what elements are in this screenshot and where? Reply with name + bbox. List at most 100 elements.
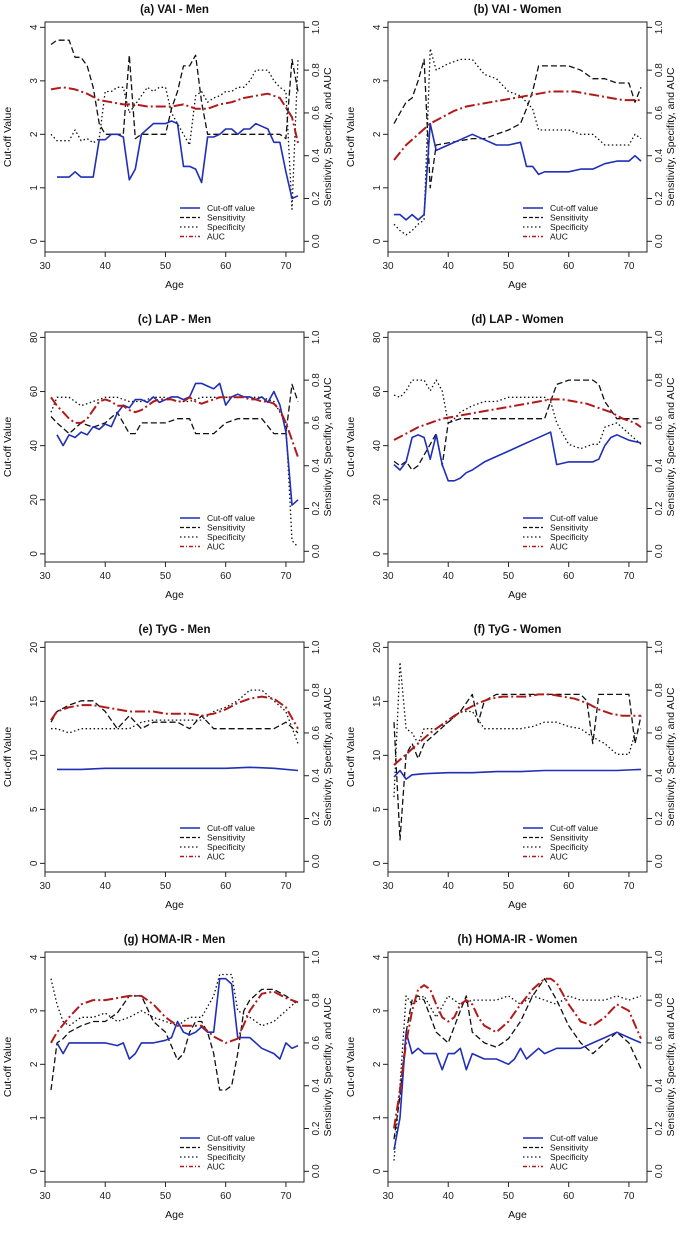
chart-title: (e) TyG - Men — [139, 624, 211, 636]
x-tick-label: 70 — [280, 1191, 292, 1202]
y-tick-label: 1 — [372, 185, 383, 191]
y2-tick-label: 0.6 — [311, 1036, 322, 1050]
chart-title: (d) LAP - Women — [471, 314, 563, 326]
series-line-specificity — [50, 59, 299, 210]
y-tick-label: 0 — [372, 1168, 383, 1174]
series-line-specificity — [50, 396, 299, 548]
y2-tick-label: 0.0 — [654, 854, 665, 868]
x-tick-label: 60 — [220, 261, 232, 272]
y2-tick-label: 0.8 — [311, 683, 322, 697]
x-axis-label: Age — [508, 899, 527, 911]
series-line-specificity — [393, 661, 642, 798]
plot-frame — [387, 331, 648, 563]
y2-tick-label: 0.6 — [654, 1036, 665, 1050]
y2-tick-label: 0.0 — [311, 234, 322, 248]
legend-label: Specificity — [207, 842, 246, 852]
x-tick-label: 60 — [563, 571, 575, 582]
y-axis-label: Cut-off Value — [345, 107, 357, 167]
legend-label: Sensitivity — [550, 213, 589, 223]
legend-label: Specificity — [550, 1152, 589, 1162]
y-tick-label: 0 — [29, 238, 40, 244]
y-tick-label: 20 — [29, 641, 40, 653]
y2-axis-label: Sensitivity, Specifity, and AUC — [665, 687, 677, 827]
y2-axis-label: Sensitivity, Specifity, and AUC — [665, 67, 677, 207]
legend-label: AUC — [550, 542, 568, 552]
series-line-specificity — [393, 379, 642, 450]
x-axis-label: Age — [508, 589, 527, 601]
chart-title: (c) LAP - Men — [138, 314, 211, 326]
series-line-auc — [393, 977, 642, 1129]
series-line-auc — [393, 90, 641, 161]
y-tick-label: 0 — [372, 238, 383, 244]
series-line-sensitivity — [50, 383, 299, 435]
series-line-cut-off-value — [393, 1031, 642, 1151]
plot-frame — [387, 21, 648, 253]
series-line-auc — [50, 990, 299, 1044]
legend-label: Cut-off value — [550, 1133, 598, 1143]
x-tick-label: 70 — [280, 881, 292, 892]
y-tick-label: 3 — [29, 78, 40, 84]
y-tick-label: 10 — [372, 749, 383, 761]
legend-label: Sensitivity — [550, 833, 589, 843]
y-tick-label: 2 — [29, 1061, 40, 1067]
series-line-cut-off-value — [393, 768, 642, 780]
legend-label: Cut-off value — [207, 513, 255, 523]
x-tick-label: 30 — [382, 261, 394, 272]
series-line-sensitivity — [393, 58, 642, 189]
chart-panel-tyg-men: (e) TyG - Men 30 40 50 60 70 Age 0 5 10 15 20 Cut-of… — [0, 620, 342, 930]
y-tick-label: 60 — [372, 386, 383, 398]
chart-panel-tyg-women: (f) TyG - Women 30 40 50 60 70 Age 0 5 10 15 20 Cut-… — [343, 620, 685, 930]
series-line-sensitivity — [50, 988, 299, 1091]
x-tick-label: 70 — [280, 261, 292, 272]
x-tick-label: 50 — [160, 881, 172, 892]
x-tick-label: 70 — [623, 881, 635, 892]
y2-tick-label: 0.2 — [311, 191, 322, 205]
x-axis-label: Age — [508, 279, 527, 291]
legend-label: Sensitivity — [207, 213, 246, 223]
y-tick-label: 40 — [372, 440, 383, 452]
y2-tick-label: 1.0 — [654, 330, 665, 344]
y-tick-label: 5 — [372, 806, 383, 812]
legend-label: Specificity — [207, 1152, 246, 1162]
y2-tick-label: 1.0 — [311, 20, 322, 34]
y2-tick-label: 0.0 — [654, 544, 665, 558]
y2-axis-label: Sensitivity, Specifity, and AUC — [665, 377, 677, 517]
x-tick-label: 70 — [623, 571, 635, 582]
legend-label: Sensitivity — [207, 1143, 246, 1153]
y2-tick-label: 0.4 — [654, 1078, 665, 1092]
legend-label: AUC — [207, 232, 225, 242]
y-tick-label: 1 — [29, 1115, 40, 1121]
legend-label: Sensitivity — [207, 523, 246, 533]
legend-label: Sensitivity — [550, 1143, 589, 1153]
series-line-cut-off-value — [57, 120, 299, 200]
y-tick-label: 3 — [372, 78, 383, 84]
series-line-cut-off-value — [393, 431, 642, 482]
series-line-sensitivity — [393, 379, 641, 471]
y2-tick-label: 0.4 — [654, 458, 665, 472]
legend-label: Specificity — [207, 532, 246, 542]
y2-tick-label: 1.0 — [311, 640, 322, 654]
y2-tick-label: 0.4 — [311, 458, 322, 472]
y-tick-label: 0 — [29, 860, 40, 866]
x-axis-label: Age — [165, 899, 184, 911]
legend-label: Cut-off value — [550, 823, 598, 833]
x-tick-label: 50 — [160, 261, 172, 272]
x-tick-label: 50 — [160, 571, 172, 582]
y-tick-label: 0 — [29, 551, 40, 557]
y2-tick-label: 0.4 — [654, 768, 665, 782]
x-tick-label: 40 — [100, 1191, 112, 1202]
y2-tick-label: 0.6 — [311, 416, 322, 430]
y2-tick-label: 0.0 — [311, 1164, 322, 1178]
y2-axis-label: Sensitivity, Specifity, and AUC — [322, 997, 334, 1137]
y-tick-label: 0 — [372, 551, 383, 557]
plot-frame — [44, 951, 305, 1183]
x-tick-label: 40 — [443, 261, 455, 272]
y2-axis-label: Sensitivity, Specifity, and AUC — [322, 67, 334, 207]
plot-frame — [387, 641, 648, 873]
y-tick-label: 60 — [29, 386, 40, 398]
plot-frame — [44, 21, 305, 253]
plot-frame — [44, 641, 305, 873]
y-tick-label: 2 — [372, 1061, 383, 1067]
chart-lap-men: (c) LAP - Men 30 40 50 60 70 Age 0 20 40 60 80 Cut-o… — [2, 314, 334, 601]
y2-tick-label: 1.0 — [311, 950, 322, 964]
